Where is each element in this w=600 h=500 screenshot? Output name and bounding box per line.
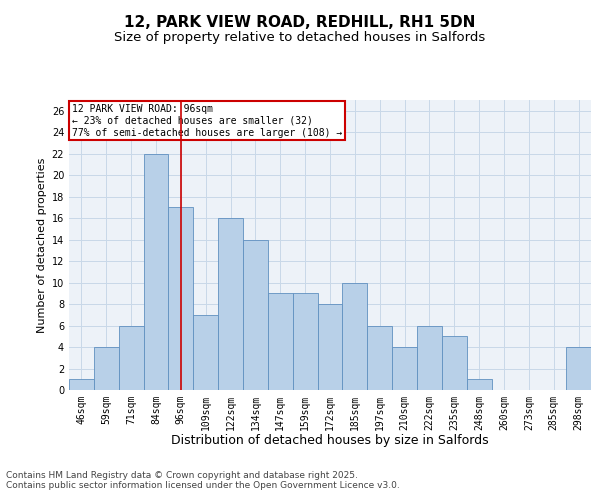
X-axis label: Distribution of detached houses by size in Salfords: Distribution of detached houses by size … <box>171 434 489 448</box>
Bar <box>367 326 392 390</box>
Bar <box>218 218 243 390</box>
Text: Contains HM Land Registry data © Crown copyright and database right 2025.
Contai: Contains HM Land Registry data © Crown c… <box>6 470 400 490</box>
Bar <box>119 326 143 390</box>
Bar <box>392 347 417 390</box>
Bar <box>143 154 169 390</box>
Text: 12, PARK VIEW ROAD, REDHILL, RH1 5DN: 12, PARK VIEW ROAD, REDHILL, RH1 5DN <box>124 15 476 30</box>
Bar <box>343 282 367 390</box>
Bar <box>442 336 467 390</box>
Bar <box>293 294 317 390</box>
Bar <box>94 347 119 390</box>
Bar <box>243 240 268 390</box>
Bar <box>169 208 193 390</box>
Y-axis label: Number of detached properties: Number of detached properties <box>37 158 47 332</box>
Bar <box>268 294 293 390</box>
Bar <box>417 326 442 390</box>
Bar <box>317 304 343 390</box>
Bar <box>566 347 591 390</box>
Bar <box>193 315 218 390</box>
Text: Size of property relative to detached houses in Salfords: Size of property relative to detached ho… <box>115 31 485 44</box>
Bar <box>467 380 491 390</box>
Bar <box>69 380 94 390</box>
Text: 12 PARK VIEW ROAD: 96sqm
← 23% of detached houses are smaller (32)
77% of semi-d: 12 PARK VIEW ROAD: 96sqm ← 23% of detach… <box>71 104 342 138</box>
